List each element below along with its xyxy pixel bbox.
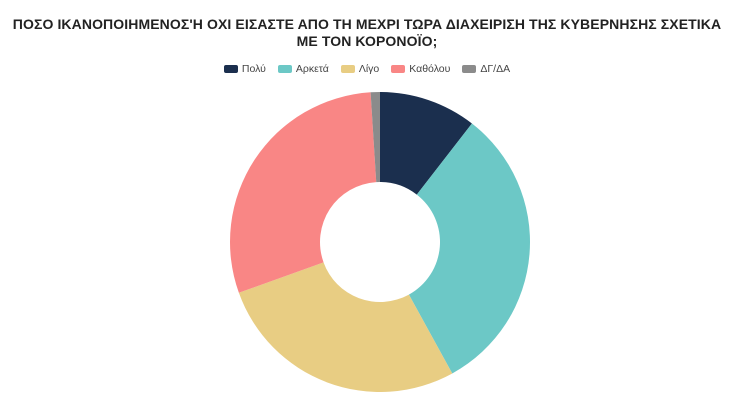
legend-label: Λίγο (358, 63, 380, 75)
chart-title: ΠΟΣΟ ΙΚΑΝΟΠΟΙΗΜΕΝΟΣ'Η ΟΧΙ ΕΙΣΑΣΤΕ ΑΠΟ ΤΗ… (0, 16, 734, 50)
donut-slice-4[interactable] (229, 92, 377, 293)
legend-swatch (340, 65, 355, 73)
legend-swatch (223, 65, 238, 73)
legend: Πολύ Αρκετά Λίγο Καθόλου ΔΓ/ΔΑ (0, 63, 734, 75)
legend-item-dgda[interactable]: ΔΓ/ΔΑ (462, 63, 510, 75)
legend-label: Πολύ (241, 63, 266, 75)
donut-slice-1[interactable] (380, 92, 472, 195)
legend-swatch (277, 65, 292, 73)
legend-item-katholou[interactable]: Καθόλου (391, 63, 450, 75)
donut-slices (229, 92, 531, 393)
chart-title-line-2: ΜΕ ΤΟΝ ΚΟΡΟΝΟΪΟ; (296, 33, 438, 49)
legend-item-poly[interactable]: Πολύ (223, 63, 266, 75)
legend-swatch (391, 65, 406, 73)
donut-slice-3[interactable] (238, 262, 453, 393)
legend-swatch (462, 65, 477, 73)
legend-label: Καθόλου (409, 63, 451, 75)
legend-item-arketa[interactable]: Αρκετά (277, 63, 329, 75)
legend-item-ligo[interactable]: Λίγο (340, 63, 380, 75)
legend-label: ΔΓ/ΔΑ (480, 63, 511, 75)
chart-title-line-1: ΠΟΣΟ ΙΚΑΝΟΠΟΙΗΜΕΝΟΣ'Η ΟΧΙ ΕΙΣΑΣΤΕ ΑΠΟ ΤΗ… (12, 16, 722, 32)
donut-slice-5[interactable] (370, 92, 380, 183)
donut-slice-2[interactable] (408, 123, 531, 374)
legend-label: Αρκετά (295, 63, 329, 75)
